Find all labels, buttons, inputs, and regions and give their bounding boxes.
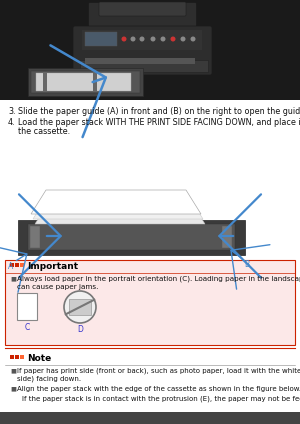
FancyBboxPatch shape [10, 355, 14, 359]
FancyBboxPatch shape [82, 30, 202, 50]
Text: Align the paper stack with the edge of the cassette as shown in the figure below: Align the paper stack with the edge of t… [17, 386, 300, 392]
FancyBboxPatch shape [99, 2, 186, 16]
Text: B: B [244, 260, 249, 269]
Text: 4.: 4. [8, 118, 16, 127]
Circle shape [130, 36, 136, 42]
Text: Always load paper in the portrait orientation (C). Loading paper in the landscap: Always load paper in the portrait orient… [17, 276, 300, 282]
FancyBboxPatch shape [0, 0, 300, 100]
FancyBboxPatch shape [10, 263, 14, 267]
Circle shape [122, 36, 127, 42]
FancyBboxPatch shape [15, 263, 19, 267]
Circle shape [190, 36, 196, 42]
FancyBboxPatch shape [30, 226, 40, 248]
Polygon shape [18, 220, 245, 255]
Circle shape [64, 291, 96, 323]
Text: Slide the paper guide (A) in front and (B) on the right to open the guides.: Slide the paper guide (A) in front and (… [18, 107, 300, 116]
FancyBboxPatch shape [15, 355, 19, 359]
Text: Important: Important [27, 262, 78, 271]
Text: A: A [8, 262, 13, 271]
FancyBboxPatch shape [31, 71, 140, 93]
Text: D: D [77, 325, 83, 334]
Text: ■: ■ [10, 368, 16, 373]
Polygon shape [33, 195, 203, 219]
Circle shape [170, 36, 175, 42]
FancyBboxPatch shape [43, 72, 47, 92]
Text: the cassette.: the cassette. [18, 127, 70, 136]
Text: ■: ■ [10, 276, 16, 281]
FancyBboxPatch shape [17, 293, 37, 320]
Circle shape [140, 36, 145, 42]
Text: ■: ■ [10, 386, 16, 391]
Text: side) facing down.: side) facing down. [17, 376, 81, 382]
Circle shape [160, 36, 166, 42]
FancyBboxPatch shape [73, 26, 212, 75]
Polygon shape [35, 200, 205, 224]
FancyBboxPatch shape [28, 68, 143, 96]
Circle shape [151, 36, 155, 42]
Text: can cause paper jams.: can cause paper jams. [17, 284, 98, 290]
FancyBboxPatch shape [20, 355, 24, 359]
FancyBboxPatch shape [88, 3, 196, 36]
Text: If the paper stack is in contact with the protrusion (E), the paper may not be f: If the paper stack is in contact with th… [22, 396, 300, 402]
Text: 3.: 3. [8, 107, 16, 116]
FancyBboxPatch shape [85, 58, 195, 64]
Circle shape [181, 36, 185, 42]
Polygon shape [28, 224, 235, 250]
FancyBboxPatch shape [0, 412, 300, 424]
FancyBboxPatch shape [80, 60, 208, 72]
Text: Note: Note [27, 354, 51, 363]
FancyBboxPatch shape [69, 299, 91, 315]
FancyBboxPatch shape [20, 263, 24, 267]
FancyBboxPatch shape [222, 226, 232, 248]
Text: C: C [24, 323, 30, 332]
FancyBboxPatch shape [36, 73, 131, 91]
FancyBboxPatch shape [85, 32, 117, 46]
FancyBboxPatch shape [5, 260, 295, 345]
Text: Load the paper stack WITH THE PRINT SIDE FACING DOWN, and place it in the center: Load the paper stack WITH THE PRINT SIDE… [18, 118, 300, 127]
Polygon shape [31, 190, 201, 214]
Text: If paper has print side (front or back), such as photo paper, load it with the w: If paper has print side (front or back),… [17, 368, 300, 374]
FancyBboxPatch shape [93, 72, 97, 92]
